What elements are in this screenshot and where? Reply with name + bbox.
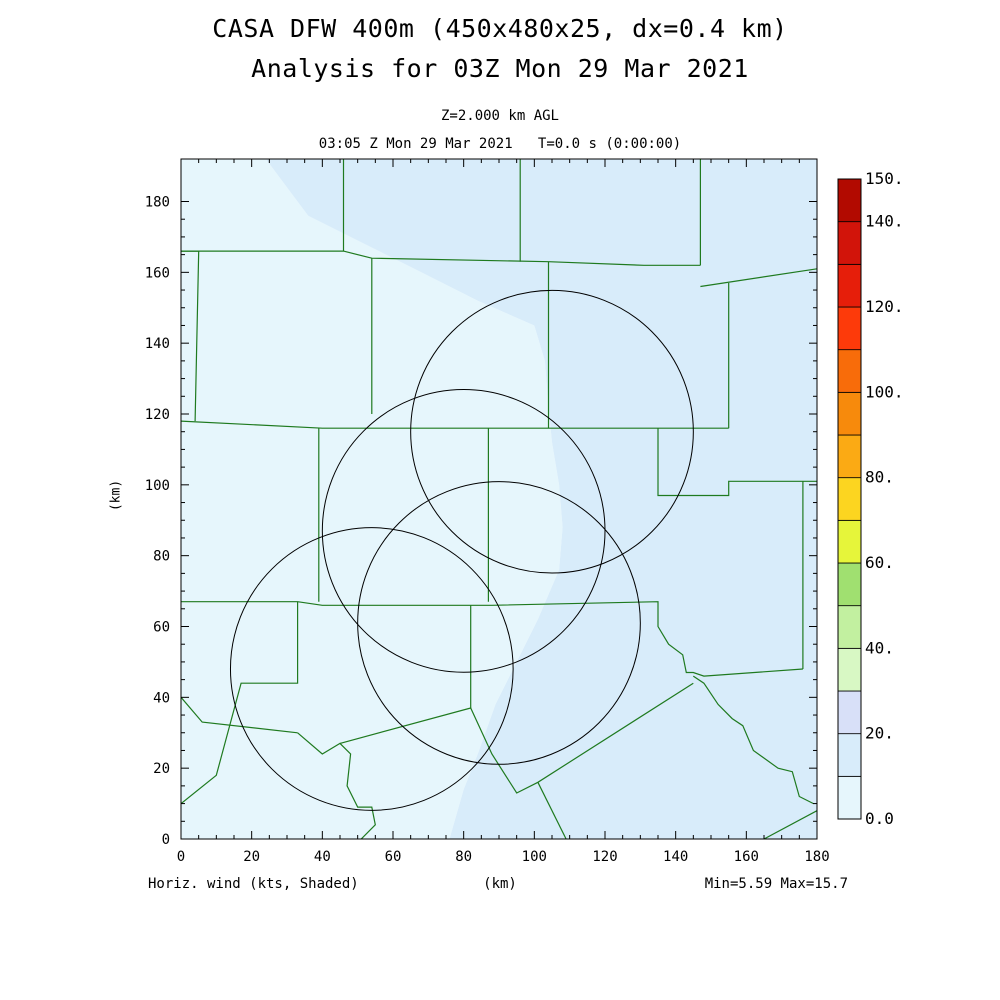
county-boundary [692, 675, 814, 805]
county-boundary [297, 732, 376, 839]
colorbar-swatch [837, 647, 862, 692]
x-tick-label: 140 [663, 849, 688, 865]
y-tick-label: 180 [145, 195, 170, 211]
county-boundary [657, 428, 817, 497]
radar-range-ring [410, 289, 694, 574]
x-tick-label: 180 [804, 849, 829, 865]
colorbar-swatch [837, 221, 862, 265]
colorbar-swatch [837, 519, 862, 564]
y-tick-label: 60 [153, 620, 170, 636]
colorbar-label: 150. [865, 169, 904, 188]
colorbar-swatch [837, 775, 862, 820]
colorbar-frame [837, 178, 862, 820]
colorbar-swatch [837, 477, 862, 521]
x-tick-label: 100 [522, 849, 547, 865]
y-tick-label: 20 [153, 761, 170, 777]
x-tick-label: 40 [314, 849, 331, 865]
colorbar-label: 60. [865, 553, 894, 572]
y-axis-label: (km) [108, 479, 124, 512]
colorbar-swatch [837, 562, 862, 607]
colorbar-label: 0.0 [865, 809, 894, 828]
county-boundary [339, 682, 694, 794]
y-tick-label: 80 [153, 549, 170, 565]
colorbar-label: 80. [865, 468, 894, 487]
county-boundary [763, 810, 817, 839]
county-boundary [181, 601, 299, 805]
x-tick-label: 20 [243, 849, 260, 865]
colorbar-swatch [837, 391, 862, 436]
county-boundary [181, 420, 729, 429]
county-boundary [181, 601, 803, 677]
colorbar-swatch [837, 349, 862, 393]
county-boundary [181, 696, 298, 734]
x-tick-label: 160 [734, 849, 759, 865]
colorbar-swatch [837, 434, 862, 479]
colorbar-swatch [837, 178, 862, 223]
radar-range-ring [321, 389, 606, 673]
county-boundary [181, 250, 701, 266]
x-tick-label: 0 [177, 849, 185, 865]
y-tick-label: 120 [145, 407, 170, 423]
colorbar-swatch [837, 605, 862, 649]
colorbar-swatch [837, 306, 862, 351]
wind-region-10-20 [265, 159, 817, 839]
time-label: 03:05 Z Mon 29 Mar 2021 T=0.0 s (0:00:00… [318, 136, 682, 152]
x-tick-label: 60 [385, 849, 402, 865]
colorbar-label: 120. [865, 297, 904, 316]
chart-title: CASA DFW 400m (450x480x25, dx=0.4 km) [212, 14, 788, 43]
y-tick-label: 100 [145, 478, 170, 494]
y-tick-label: 160 [145, 265, 170, 281]
y-tick-label: 140 [145, 336, 170, 352]
y-tick-label: 0 [162, 832, 170, 848]
radar-range-ring [229, 527, 514, 811]
colorbar-swatch [837, 263, 862, 308]
x-axis-label: (km) [483, 876, 517, 892]
min-max-readout: Min=5.59 Max=15.7 [704, 876, 848, 892]
colorbar-label: 20. [865, 724, 894, 743]
y-tick-label: 40 [153, 690, 170, 706]
level-label: Z=2.000 km AGL [440, 108, 559, 124]
x-tick-label: 120 [592, 849, 617, 865]
wind-region-0-10 [181, 159, 563, 839]
x-tick-label: 80 [455, 849, 472, 865]
radar-range-ring [357, 481, 641, 765]
field-description: Horiz. wind (kts, Shaded) [148, 876, 359, 892]
county-boundary [537, 782, 567, 839]
colorbar-swatch [837, 733, 862, 777]
colorbar-label: 100. [865, 382, 904, 401]
colorbar-label: 40. [865, 638, 894, 657]
colorbar-label: 140. [865, 212, 904, 231]
chart-subtitle: Analysis for 03Z Mon 29 Mar 2021 [251, 54, 749, 83]
colorbar-swatch [837, 690, 862, 735]
county-boundary [700, 268, 817, 288]
county-boundary [181, 250, 200, 422]
